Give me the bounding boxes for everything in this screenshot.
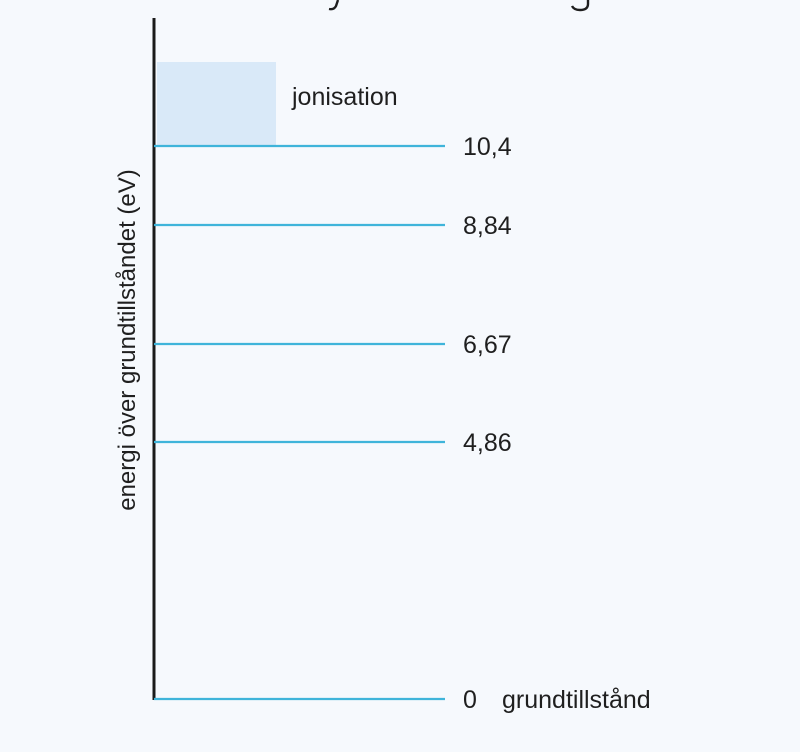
energy-level-label: 8,84: [463, 212, 512, 240]
energy-level-label: 6,67: [463, 331, 512, 359]
energy-levels: 10,4 8,84 6,67 4,86 0: [154, 133, 512, 714]
energy-level-label: 4,86: [463, 429, 512, 457]
title-fragment: [328, 0, 590, 12]
axis-title: energi över grundtillståndet (eV): [114, 169, 141, 511]
title-fragment-glyph-1: [328, 0, 340, 11]
energy-level-label: 0: [463, 686, 477, 714]
ionization-region: [157, 62, 276, 146]
energy-level-label: 10,4: [463, 133, 512, 161]
title-fragment-glyph-2: [570, 0, 590, 12]
ground-state-label: grundtillstånd: [502, 686, 651, 714]
ionization-label: jonisation: [291, 83, 398, 111]
